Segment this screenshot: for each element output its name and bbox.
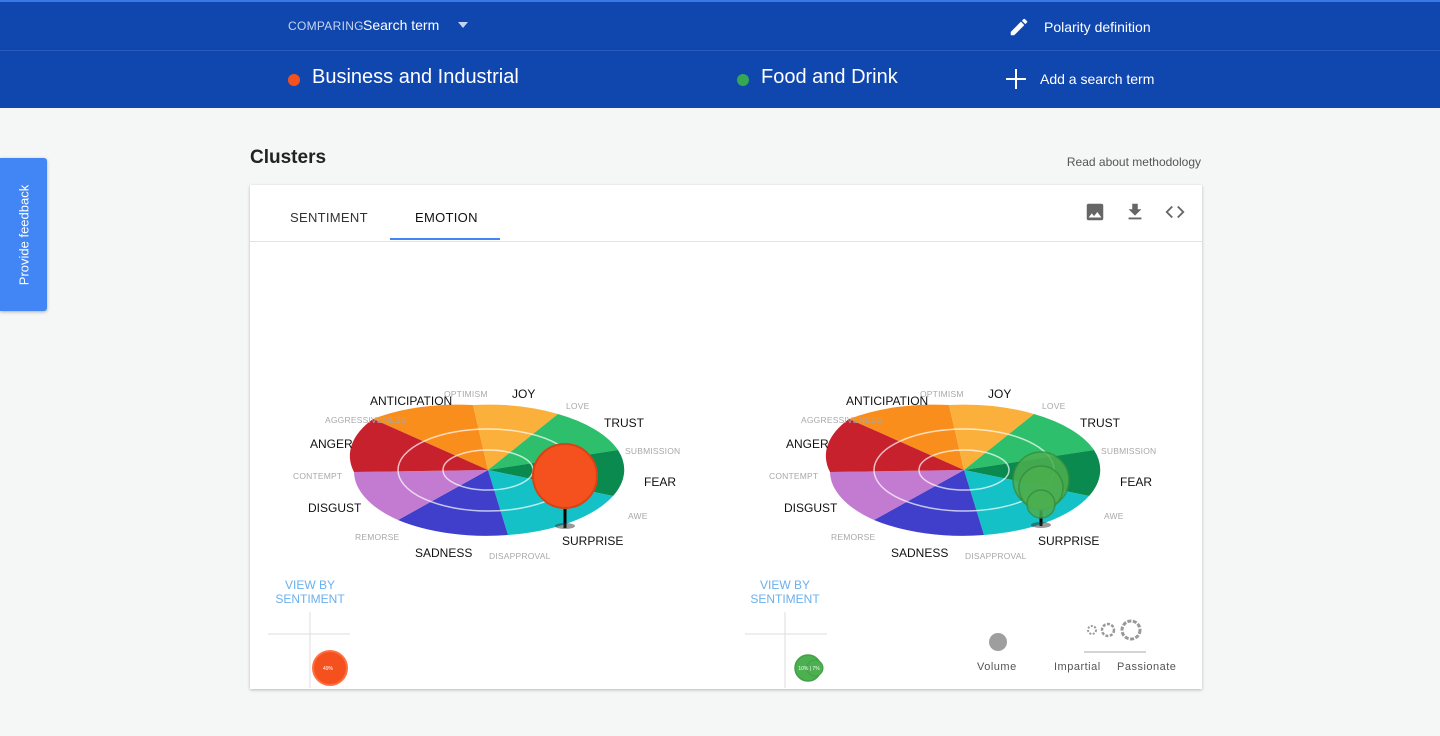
label-submission: SUBMISSION	[625, 446, 681, 456]
legend-passionate: Passionate	[1117, 661, 1177, 673]
passion-scale-icon	[1084, 619, 1146, 655]
label-anger: ANGER	[310, 437, 353, 451]
label-joy: JOY	[988, 387, 1012, 401]
emotion-wheel	[280, 380, 740, 600]
plus-icon[interactable]	[1005, 68, 1027, 90]
label-aggressiveness: AGGRESSIVENESS	[325, 415, 407, 425]
download-icon[interactable]	[1124, 201, 1146, 223]
label-awe: AWE	[628, 511, 648, 521]
label-anticipation: ANTICIPATION	[846, 394, 929, 408]
segment-anticipation	[373, 404, 488, 470]
label-aggressiveness: AGGRESSIVENESS	[801, 415, 883, 425]
segment-sadness	[398, 470, 508, 536]
code-icon[interactable]	[1164, 201, 1186, 223]
comparing-select[interactable]: Search term	[363, 17, 440, 33]
pencil-icon[interactable]	[1008, 16, 1030, 38]
methodology-link[interactable]: Read about methodology	[1066, 155, 1201, 169]
section-title: Clusters	[250, 147, 327, 168]
label-disapproval: DISAPPROVAL	[965, 551, 1027, 561]
tab-emotion[interactable]: EMOTION	[415, 210, 478, 225]
label-fear: FEAR	[1120, 475, 1153, 489]
label-contempt: CONTEMPT	[293, 471, 343, 481]
mini-value: 49%	[323, 666, 334, 672]
mini-value: 10% | 7%	[798, 666, 820, 672]
label-surprise: SURPRISE	[562, 534, 624, 548]
image-icon[interactable]	[1084, 201, 1106, 223]
label-optimism: OPTIMISM	[444, 389, 488, 399]
label-disgust: DISGUST	[784, 501, 838, 515]
term-color-dot	[737, 74, 749, 86]
label-trust: TRUST	[1080, 416, 1120, 430]
segment-disgust	[354, 470, 488, 520]
legend-impartial: Impartial	[1054, 661, 1101, 673]
polarity-definition-link[interactable]: Polarity definition	[1044, 19, 1151, 35]
chevron-down-icon[interactable]	[458, 22, 468, 28]
label-sadness: SADNESS	[415, 546, 473, 560]
label-fear: FEAR	[644, 475, 677, 489]
search-term-1[interactable]: Business and Industrial	[312, 66, 519, 88]
label-trust: TRUST	[604, 416, 644, 430]
volume-icon	[989, 633, 1007, 651]
label-awe: AWE	[1104, 511, 1124, 521]
tab-sentiment[interactable]: SENTIMENT	[290, 210, 368, 225]
label-surprise: SURPRISE	[1038, 534, 1100, 548]
label-anger: ANGER	[786, 437, 829, 451]
label-disapproval: DISAPPROVAL	[489, 551, 551, 561]
emotion-wheel	[756, 380, 1216, 600]
segment-joy	[473, 404, 558, 470]
view-by-sentiment-link[interactable]: VIEW BY SENTIMENT	[275, 578, 345, 606]
emotion-wheel-chart	[825, 404, 1101, 536]
emotion-wheel-chart	[349, 404, 625, 536]
provide-feedback-button[interactable]: Provide feedback	[0, 158, 47, 311]
label-remorse: REMORSE	[355, 532, 400, 542]
top-bar: COMPARING Search term Polarity definitio…	[0, 0, 1440, 108]
view-by-sentiment-link[interactable]: VIEW BY SENTIMENT	[750, 578, 820, 606]
segment-anger	[349, 419, 488, 472]
label-anticipation: ANTICIPATION	[370, 394, 453, 408]
label-love: LOVE	[566, 401, 590, 411]
search-term-2[interactable]: Food and Drink	[761, 66, 898, 88]
label-joy: JOY	[512, 387, 536, 401]
label-sadness: SADNESS	[891, 546, 949, 560]
term-color-dot	[288, 74, 300, 86]
sentiment-mini-chart: 49%	[268, 612, 350, 688]
label-optimism: OPTIMISM	[920, 389, 964, 399]
comparing-label: COMPARING	[288, 19, 364, 33]
label-love: LOVE	[1042, 401, 1066, 411]
feedback-label: Provide feedback	[16, 184, 31, 285]
label-submission: SUBMISSION	[1101, 446, 1157, 456]
tab-bar: SENTIMENT EMOTION	[250, 185, 1202, 242]
comparing-row: COMPARING Search term Polarity definitio…	[0, 2, 1440, 51]
bubble-business	[532, 443, 598, 509]
add-search-term-button[interactable]: Add a search term	[1040, 71, 1155, 87]
label-contempt: CONTEMPT	[769, 471, 819, 481]
sentiment-mini-chart: 10% | 7%	[745, 612, 827, 688]
legend-volume: Volume	[977, 661, 1017, 673]
label-disgust: DISGUST	[308, 501, 362, 515]
label-remorse: REMORSE	[831, 532, 876, 542]
active-tab-indicator	[390, 238, 500, 240]
